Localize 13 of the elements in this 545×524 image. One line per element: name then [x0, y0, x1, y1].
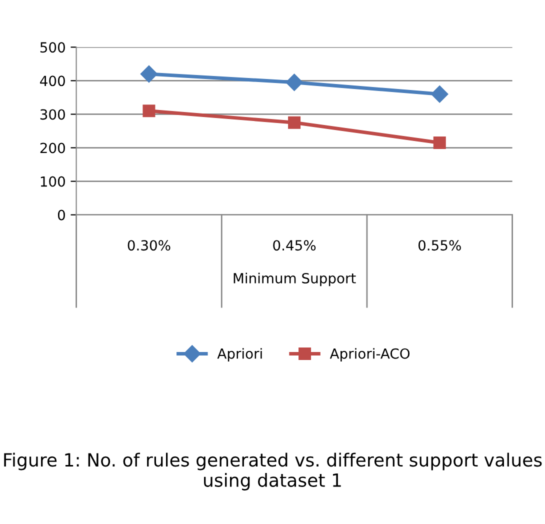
x-tick-label: 0.45% — [273, 240, 316, 251]
caption: Figure 1: No. of rules generated vs. different support values using dataset 1 — [4, 452, 542, 490]
x-tick-label: 0.30% — [128, 240, 170, 251]
y-tick-label: 400 — [40, 76, 65, 86]
y-tick-label: 200 — [40, 142, 65, 154]
legend-label: Apriori-ACO — [330, 348, 410, 362]
x-axis-title: Minimum Support — [234, 272, 356, 286]
y-tick-label: 100 — [40, 176, 65, 187]
y-tick-label: 300 — [40, 109, 65, 120]
legend-label: Apriori — [217, 348, 262, 362]
y-tick-label: 0 — [58, 210, 65, 220]
y-tick-label: 500 — [40, 42, 65, 53]
x-tick-label: 0.55% — [418, 240, 461, 251]
